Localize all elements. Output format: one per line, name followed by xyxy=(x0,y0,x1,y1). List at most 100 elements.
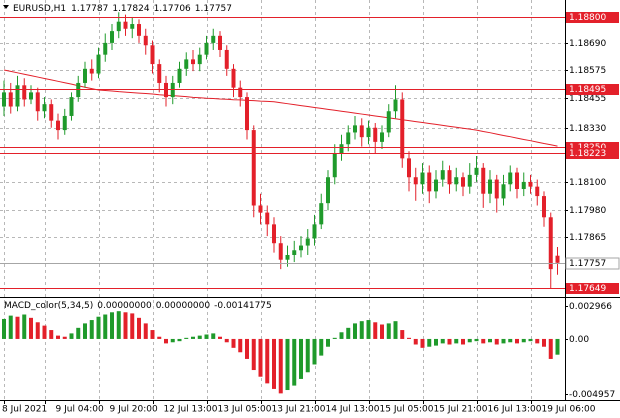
candle-body xyxy=(373,127,378,142)
indicator-header: MACD_color(5,34,5) 0.00000000 0.00000000 -0… xyxy=(4,301,272,311)
level-label-box xyxy=(566,84,619,95)
candle-body xyxy=(285,254,290,260)
macd-bar xyxy=(96,316,101,339)
level-label-box xyxy=(566,12,619,23)
menu-triangle[interactable] xyxy=(3,5,9,9)
candle-body xyxy=(278,243,283,260)
y-tick-label: 1.18455 xyxy=(569,94,606,104)
y-tick-label: 1.18575 xyxy=(569,66,606,76)
macd-bar xyxy=(467,338,472,343)
candle-body xyxy=(103,42,108,55)
macd-bar xyxy=(49,330,54,339)
macd-bar xyxy=(434,338,438,346)
candle-body xyxy=(521,181,526,190)
y-tick-label: 0.00 xyxy=(569,335,589,345)
x-tick-label: 8 Jul 2021 xyxy=(2,405,47,415)
candle-body xyxy=(164,82,168,98)
macd-bar xyxy=(305,338,310,373)
indicator-title: MACD_color(5,34,5) xyxy=(4,301,93,311)
ohlc-high: 1.17824 xyxy=(112,4,149,14)
macd-bar xyxy=(427,338,432,347)
candle-body xyxy=(177,68,182,83)
macd-bar xyxy=(22,314,27,339)
ohlc-close: 1.17757 xyxy=(195,4,232,14)
candle-body xyxy=(62,115,67,131)
candle-body xyxy=(386,111,391,133)
macd-bar xyxy=(231,338,236,348)
candle-body xyxy=(110,31,114,43)
candle-body xyxy=(123,21,128,29)
x-tick-label: 16 Jul 13:00 xyxy=(488,405,542,415)
macd-bar xyxy=(407,337,411,339)
macd-bar xyxy=(285,338,290,391)
x-tick-label: 13 Jul 05:00 xyxy=(218,405,272,415)
macd-bar xyxy=(150,330,155,339)
candle-body xyxy=(427,172,432,192)
macd-bar xyxy=(474,338,479,342)
candle-body xyxy=(407,158,411,178)
candle-body xyxy=(305,238,310,246)
candle-body xyxy=(494,179,499,199)
candle-body xyxy=(89,68,94,74)
x-tick-label: 9 Jul 20:00 xyxy=(110,405,159,415)
x-tick-label: 14 Jul 13:00 xyxy=(326,405,380,415)
macd-bar xyxy=(292,338,297,386)
macd-bar xyxy=(508,338,513,343)
x-tick-label: 12 Jul 13:00 xyxy=(164,405,218,415)
macd-bar xyxy=(123,312,128,339)
macd-bar xyxy=(197,335,202,339)
macd-bar xyxy=(116,311,121,339)
macd-bar xyxy=(312,338,317,365)
candle-body xyxy=(22,85,27,100)
macd-bar xyxy=(413,338,418,345)
indicator-readout: 0.00000000 xyxy=(156,301,211,311)
level-label-box xyxy=(566,148,619,159)
current-price-label: 1.17757 xyxy=(569,259,606,269)
macd-bar xyxy=(8,315,13,339)
macd-bar xyxy=(380,324,384,339)
candle-body xyxy=(359,125,364,138)
level-label: 1.18495 xyxy=(569,85,606,95)
macd-bar xyxy=(542,338,546,347)
macd-bar xyxy=(83,323,87,339)
level-label: 1.18223 xyxy=(569,149,606,159)
macd-bar xyxy=(366,320,371,339)
x-tick-label: 19 Jul 06:00 xyxy=(542,405,596,415)
ohlc-open: 1.17787 xyxy=(71,4,108,14)
candle-body xyxy=(211,35,216,43)
candle-body xyxy=(461,177,465,187)
candle-body xyxy=(116,21,121,32)
candle-body xyxy=(130,24,135,29)
macd-bar xyxy=(184,337,189,339)
macd-bar xyxy=(299,338,303,379)
macd-bar xyxy=(454,338,459,344)
candle-body xyxy=(346,132,351,145)
macd-bar xyxy=(272,338,276,389)
macd-bar xyxy=(56,335,60,339)
candle-body xyxy=(184,59,189,69)
macd-bar xyxy=(420,338,425,348)
macd-bar xyxy=(548,338,553,359)
candle-body xyxy=(542,196,546,218)
candle-body xyxy=(8,92,13,107)
candle-body xyxy=(96,54,101,74)
candle-body xyxy=(150,45,155,65)
candle-body xyxy=(292,250,297,255)
candle-body xyxy=(467,174,472,187)
candle-body xyxy=(380,132,384,142)
macd-bar xyxy=(245,338,249,359)
level-label: 1.18800 xyxy=(569,13,606,23)
macd-bar xyxy=(528,338,533,342)
macd-bar xyxy=(157,336,162,339)
candle-body xyxy=(2,92,6,107)
candle-body xyxy=(339,144,344,154)
macd-bar xyxy=(191,336,195,339)
candle-body xyxy=(454,177,459,185)
candle-body xyxy=(238,87,243,98)
candle-body xyxy=(515,172,519,190)
y-tick-label: 1.18330 xyxy=(569,124,606,134)
marks xyxy=(0,12,565,394)
candle-body xyxy=(245,97,249,131)
macd-bar xyxy=(359,321,364,339)
